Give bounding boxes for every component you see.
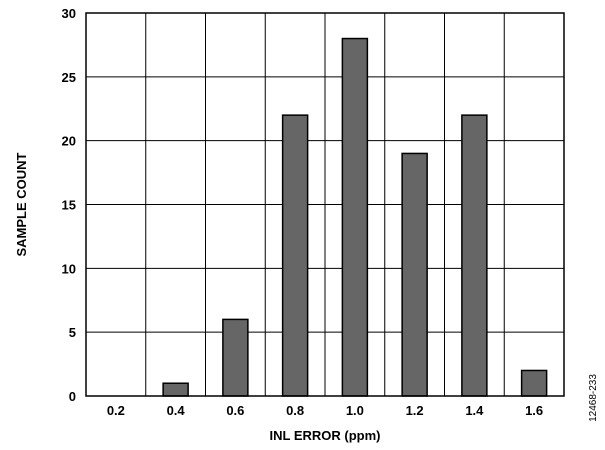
bar [281,114,309,397]
plot-frame [85,12,565,397]
bar [401,152,428,397]
bar [520,369,548,397]
bar [461,114,488,397]
y-tick-label: 5 [69,325,76,340]
x-tick-label: 1.0 [346,403,364,418]
y-axis-title: SAMPLE COUNT [14,152,29,256]
x-axis-title: INL ERROR (ppm) [270,428,381,443]
bars [162,37,548,397]
y-tick-label: 30 [62,6,76,21]
bar [222,318,249,397]
x-tick-label: 0.4 [167,403,186,418]
bar [162,382,189,397]
x-tick-labels: 0.2 0.4 0.6 0.8 1.0 1.2 1.4 1.6 [107,403,543,418]
grid-lines [86,13,564,396]
x-tick-label: 0.2 [107,403,125,418]
x-tick-label: 0.8 [286,403,304,418]
y-tick-label: 25 [62,70,76,85]
y-tick-label: 10 [62,261,76,276]
x-tick-label: 1.4 [465,403,484,418]
x-tick-label: 1.2 [406,403,424,418]
y-tick-labels: 0 5 10 15 20 25 30 [62,6,76,404]
figure-id: 12468-233 [588,374,599,422]
x-tick-label: 0.6 [226,403,244,418]
y-tick-label: 0 [69,389,76,404]
y-tick-label: 20 [62,134,76,149]
bar [341,37,369,397]
y-tick-label: 15 [62,198,76,213]
x-tick-label: 1.6 [525,403,543,418]
